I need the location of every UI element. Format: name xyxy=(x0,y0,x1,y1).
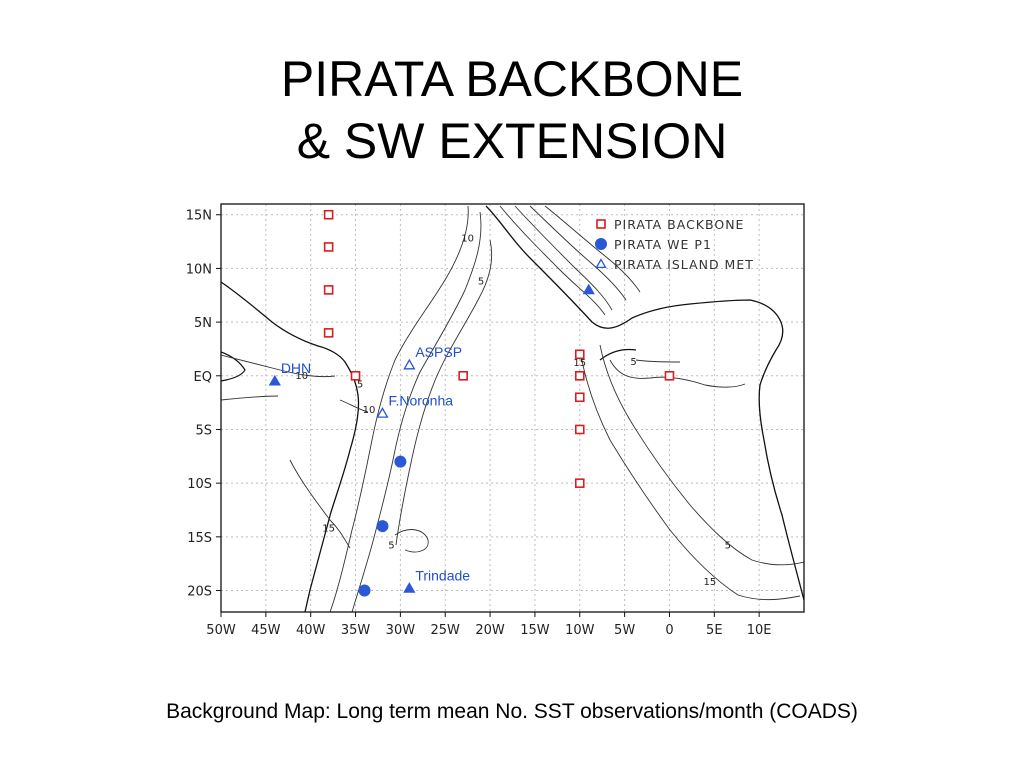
lon-tick-label: 25W xyxy=(431,623,461,638)
axis-ticks: 50W 45W 40W 35W 30W 25W 20W 15W 10W 5W 0 5E 10E 15N 10… xyxy=(186,209,772,638)
lon-tick-label: 10W xyxy=(565,623,595,638)
island-site-label: F.Noronha xyxy=(388,392,453,408)
lon-tick-label: 10E xyxy=(747,623,772,638)
map-legend: PIRATA BACKBONE PIRATA WE P1 PIRATA ISLAND… xyxy=(595,217,754,272)
contour-label: 10 xyxy=(295,371,308,382)
title-line-1: PIRATA BACKBONE xyxy=(280,51,744,107)
map-frame xyxy=(220,203,805,613)
contour-label: 5 xyxy=(630,357,636,368)
lat-tick-label: 15S xyxy=(187,531,212,546)
lon-tick-label: 15W xyxy=(520,623,550,638)
lat-tick-label: 5N xyxy=(194,316,212,331)
backbone-site-marker xyxy=(664,370,675,381)
contour-label: 5 xyxy=(478,276,484,287)
island-met-site-marker xyxy=(403,582,416,593)
backbone-site-marker xyxy=(574,392,585,403)
legend-label: PIRATA BACKBONE xyxy=(614,217,744,232)
lat-tick-label: EQ xyxy=(194,370,212,385)
legend-label: PIRATA WE P1 xyxy=(614,237,712,252)
island-met-site-marker xyxy=(376,407,389,418)
legend-square-icon xyxy=(596,219,606,229)
lon-tick-label: 0 xyxy=(665,623,673,638)
lat-tick-label: 15N xyxy=(186,209,212,224)
lon-tick-label: 35W xyxy=(341,623,371,638)
coastline-north-america xyxy=(221,351,246,382)
lon-tick-label: 45W xyxy=(251,623,281,638)
backbone-site-marker xyxy=(350,370,361,381)
island-met-site-marker xyxy=(582,283,595,295)
backbone-site-marker xyxy=(574,478,585,488)
contour-label: 15 xyxy=(322,523,335,534)
we-p1-site-marker xyxy=(358,584,371,597)
backbone-site-marker xyxy=(323,328,334,338)
coastline-africa xyxy=(485,205,804,601)
sst-contours xyxy=(221,205,804,612)
backbone-site-marker xyxy=(458,370,468,381)
we-p1-site-marker xyxy=(394,455,407,468)
contour-labels: 10 5 10 5 10 5 15 15 5 5 15 xyxy=(295,233,731,588)
slide-title: PIRATA BACKBONE & SW EXTENSION xyxy=(0,48,1024,172)
island-site-label: DHN xyxy=(281,360,311,376)
legend-triangle-icon xyxy=(595,258,607,269)
lat-tick-label: 10N xyxy=(186,262,212,277)
lon-tick-label: 50W xyxy=(206,623,236,638)
legend-circle-icon xyxy=(595,238,607,250)
lat-tick-label: 20S xyxy=(187,585,212,600)
lon-tick-label: 5W xyxy=(614,623,635,638)
we-p1-site-marker xyxy=(376,520,389,533)
contour-label: 15 xyxy=(703,577,716,588)
backbone-site-marker xyxy=(574,370,585,381)
island-site-label: ASPSP xyxy=(415,344,462,360)
contour-label: 10 xyxy=(461,233,474,244)
backbone-site-marker xyxy=(574,349,585,360)
contour-label: 5 xyxy=(357,379,363,390)
legend-label: PIRATA ISLAND MET xyxy=(614,257,754,272)
title-line-2: & SW EXTENSION xyxy=(296,113,728,169)
lat-tick-label: 10S xyxy=(187,477,212,492)
contour-label: 15 xyxy=(573,358,586,369)
map-caption: Background Map: Long term mean No. SST o… xyxy=(166,700,858,723)
island-met-site-marker xyxy=(268,374,281,386)
backbone-site-marker xyxy=(323,242,334,252)
lon-tick-label: 5E xyxy=(706,623,723,638)
lon-tick-label: 20W xyxy=(475,623,505,638)
backbone-site-marker xyxy=(574,424,585,435)
backbone-site-marker xyxy=(323,285,334,295)
contour-label: 5 xyxy=(725,540,731,551)
lon-tick-label: 40W xyxy=(296,623,326,638)
coastline-south-america xyxy=(221,281,360,612)
island-met-site-marker xyxy=(403,358,416,370)
station-markers: ASPSP F.Noronha DHN Trindade xyxy=(268,209,675,597)
contour-label: 10 xyxy=(363,405,376,416)
lat-tick-label: 5S xyxy=(195,423,212,438)
island-site-label: Trindade xyxy=(415,567,470,583)
contour-label: 5 xyxy=(388,540,394,551)
backbone-site-marker xyxy=(323,209,334,220)
lon-tick-label: 30W xyxy=(386,623,416,638)
